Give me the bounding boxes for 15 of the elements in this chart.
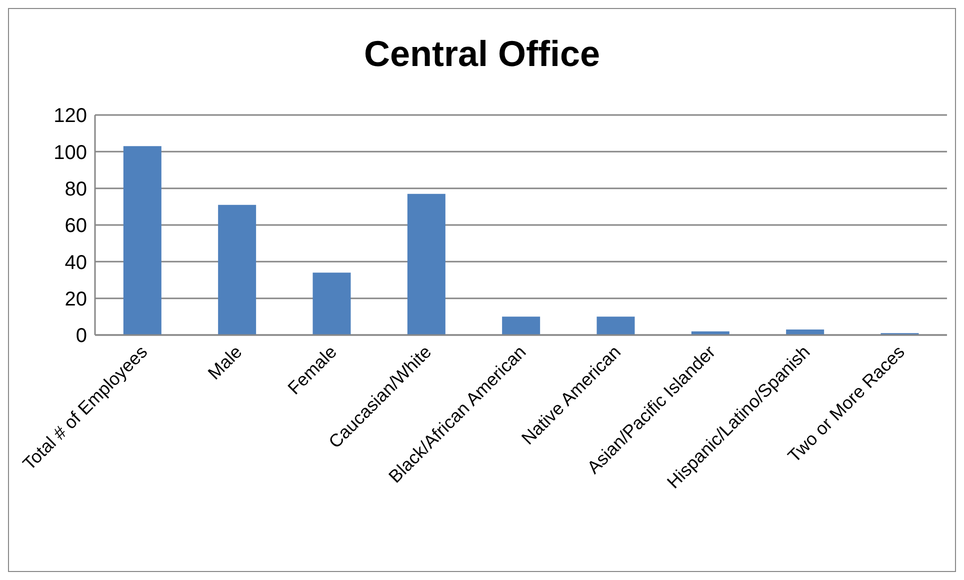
bar <box>312 272 351 335</box>
y-tick-label: 0 <box>76 325 87 348</box>
chart-title: Central Office <box>362 33 602 75</box>
bar <box>218 204 256 335</box>
y-tick-label: 60 <box>64 215 87 238</box>
bar <box>502 316 540 335</box>
y-tick-label: 40 <box>64 252 87 274</box>
y-tick-label: 20 <box>64 288 87 310</box>
bar <box>596 316 635 335</box>
bar <box>407 194 446 335</box>
bar <box>786 330 824 335</box>
y-tick-label: 100 <box>54 142 87 164</box>
y-tick-label: 80 <box>64 178 87 200</box>
y-tick-label: 120 <box>54 105 87 128</box>
bar <box>123 146 162 335</box>
